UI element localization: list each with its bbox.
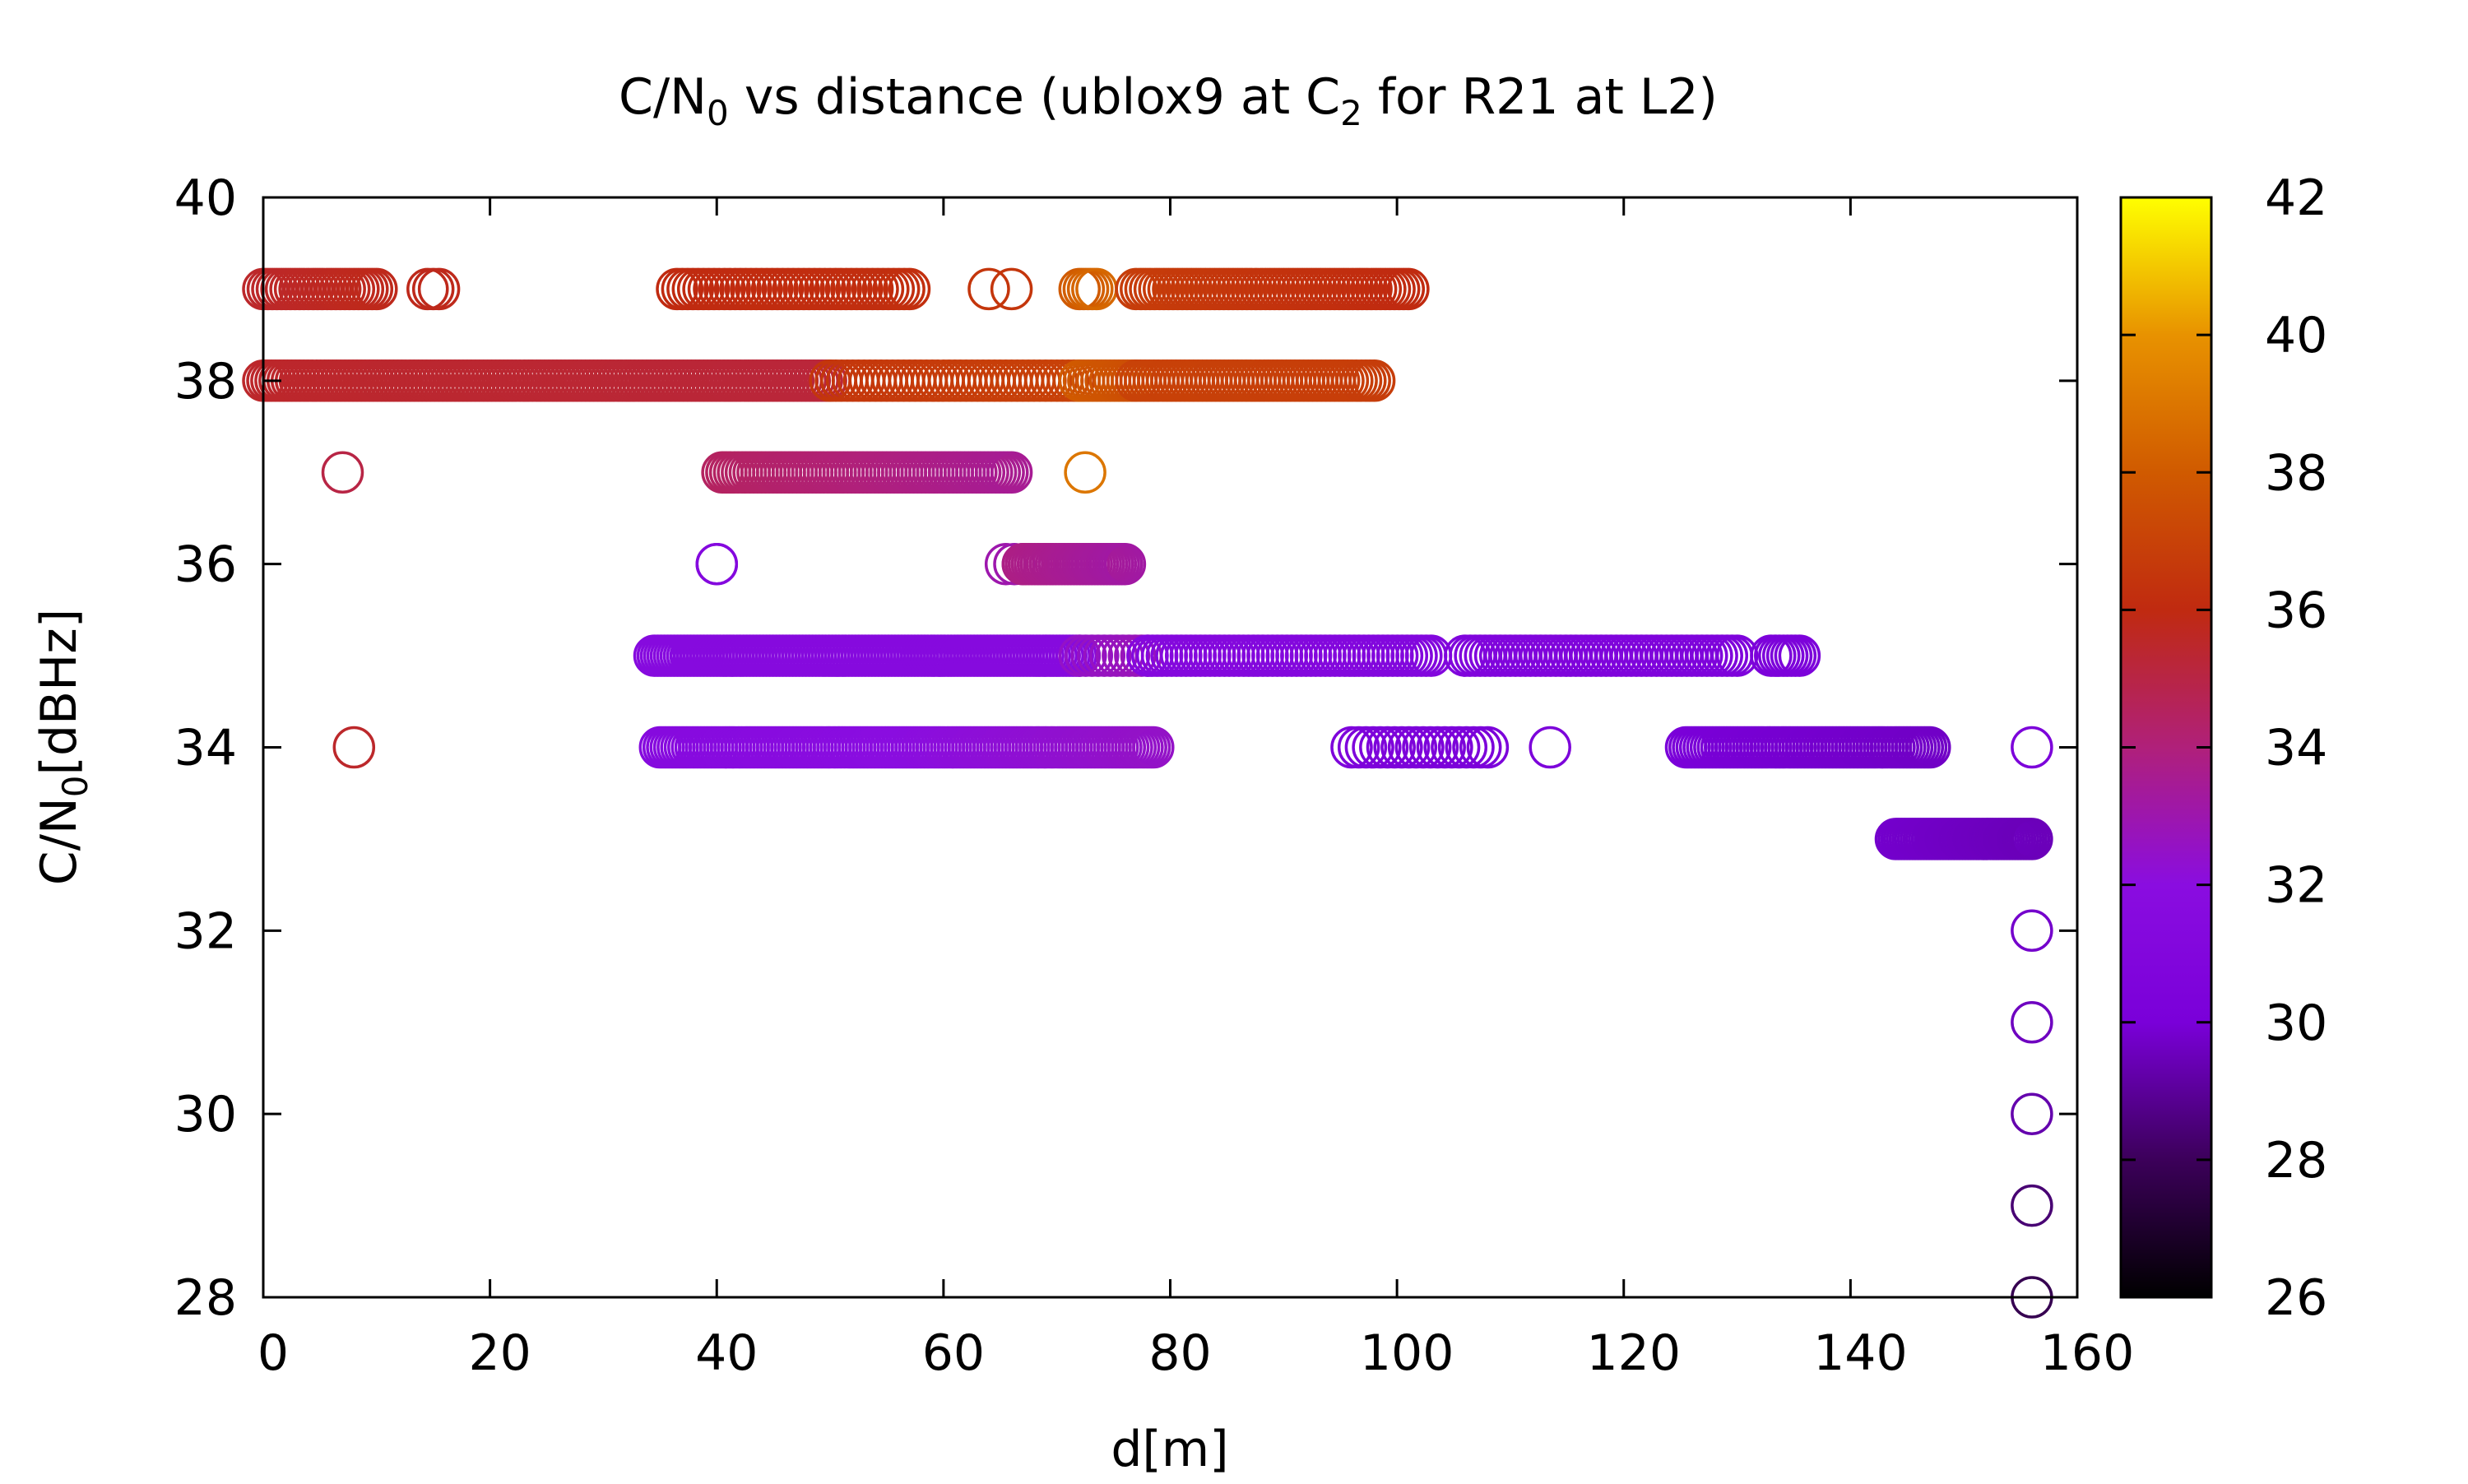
colorbar-tick-label: 40 [2265, 307, 2327, 364]
data-point [990, 451, 1033, 494]
x-axis-label: d[m] [1111, 1421, 1228, 1478]
data-point [417, 267, 461, 311]
data-point [888, 267, 931, 311]
data-point [1387, 267, 1430, 311]
data-point [1909, 726, 1951, 769]
x-tick-label: 160 [2040, 1324, 2135, 1382]
data-point [2011, 909, 2053, 953]
x-tick-label: 120 [1586, 1324, 1681, 1382]
data-point [355, 267, 398, 311]
y-axis: 28 30 32 34 36 38 40 [174, 169, 2077, 1327]
data-point [1064, 451, 1106, 494]
data-point [2011, 1001, 2053, 1044]
x-axis: 0 20 40 60 80 100 120 140 160 [257, 197, 2134, 1382]
data-point [1066, 267, 1110, 311]
colorbar-axis: 26 28 30 32 34 36 38 40 42 [2121, 169, 2327, 1327]
colorbar-tick-label: 32 [2265, 857, 2327, 915]
title-subscript-0: 0 [707, 93, 729, 133]
data-point [1529, 726, 1571, 769]
data-point [2011, 1092, 2053, 1135]
data-point [990, 267, 1033, 311]
colorbar-tick-label: 38 [2265, 444, 2327, 502]
x-tick-label: 80 [1148, 1324, 1211, 1382]
data-points [242, 267, 2053, 1319]
y-tick-label: 30 [174, 1086, 237, 1143]
colorbar-tick-label: 42 [2265, 169, 2327, 227]
colorbar-tick-label: 28 [2265, 1132, 2327, 1190]
y-tick-label: 34 [174, 720, 237, 777]
x-tick-label: 20 [468, 1324, 531, 1382]
y-tick-label: 38 [174, 353, 237, 410]
x-tick-label: 100 [1360, 1324, 1454, 1382]
data-point [1778, 634, 1821, 677]
colorbar-tick-label: 34 [2265, 720, 2327, 777]
x-tick-label: 40 [695, 1324, 758, 1382]
y-axis-label: C/N0[dBHz] [30, 609, 95, 885]
data-point [2011, 726, 2053, 769]
data-point [2011, 818, 2053, 860]
data-point [1132, 726, 1175, 769]
title-subscript-2: 2 [1340, 93, 1362, 133]
x-tick-label: 60 [922, 1324, 985, 1382]
data-point [1103, 542, 1147, 586]
data-point [321, 451, 364, 494]
y-tick-label: 32 [174, 902, 237, 960]
data-point [967, 267, 1010, 311]
y-tick-label: 36 [174, 536, 237, 594]
chart-title: C/N0 vs distance (ublox9 at C2 for R21 a… [619, 68, 1718, 133]
data-point [1715, 634, 1759, 677]
y-tick-label: 40 [174, 169, 237, 227]
colorbar-tick-label: 30 [2265, 995, 2327, 1052]
x-tick-label: 0 [257, 1324, 289, 1382]
data-point [695, 542, 739, 586]
colorbar-tick-label: 36 [2265, 582, 2327, 639]
x-tick-label: 140 [1813, 1324, 1908, 1382]
colorbar [2119, 196, 2213, 1299]
y-tick-label: 28 [174, 1269, 237, 1327]
data-point [332, 726, 376, 769]
colorbar-tick-label: 26 [2265, 1269, 2327, 1327]
data-point [2011, 1184, 2053, 1227]
data-point [1352, 359, 1396, 402]
data-point [1466, 726, 1510, 769]
y-label-subscript: 0 [55, 775, 95, 797]
data-point [984, 542, 1028, 586]
